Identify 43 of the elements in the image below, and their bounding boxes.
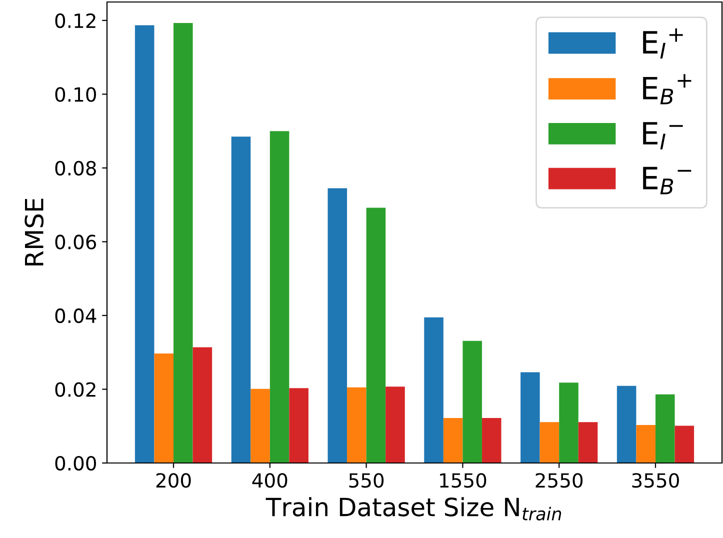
bar [578, 422, 598, 463]
x-tick-label: 400 [252, 473, 288, 488]
bar [386, 386, 405, 463]
bar [270, 131, 290, 463]
x-tick-label: 550 [349, 473, 384, 488]
x-tick-label: 2550 [536, 473, 583, 488]
y-tick-label: 0.06 [55, 234, 96, 250]
bar [616, 386, 636, 463]
y-tick-label: 0.00 [55, 456, 96, 471]
y-tick-label: 0.10 [55, 87, 96, 102]
bar [462, 340, 482, 463]
bar [674, 426, 694, 463]
y-tick-label: 0.08 [55, 160, 96, 176]
bar [154, 353, 174, 463]
x-tick-label: 200 [156, 473, 191, 488]
x-tick-label: 3550 [632, 473, 679, 488]
bar [520, 372, 540, 463]
bar [231, 136, 251, 463]
y-tick-label: 0.12 [55, 13, 96, 28]
y-axis-title: RMSE [24, 198, 44, 266]
bar [482, 418, 502, 463]
legend-label: E$_{B}$$^{+}$ [643, 74, 692, 104]
bar [192, 347, 212, 463]
bar [424, 317, 444, 463]
x-tick-label: 1550 [440, 473, 486, 488]
bar [655, 394, 675, 463]
bar [134, 25, 154, 463]
bar [559, 382, 578, 463]
legend-label: E$_{B}$$^{−}$ [643, 166, 692, 194]
legend-label: E$_{I}$$^{+}$ [643, 28, 683, 58]
x-axis-title: Train Dataset Size N$_{train}$ [266, 497, 562, 520]
bar [250, 388, 270, 463]
bar [366, 208, 386, 463]
y-tick-label: 0.02 [55, 382, 96, 397]
bar [540, 422, 560, 463]
bar [174, 23, 193, 463]
bar [328, 188, 348, 463]
bar [347, 387, 366, 463]
bar [636, 425, 656, 463]
y-tick-label: 0.04 [55, 308, 96, 324]
bar [443, 418, 463, 463]
bar [289, 388, 308, 463]
legend-label: E$_{I}$$^{−}$ [643, 122, 683, 150]
